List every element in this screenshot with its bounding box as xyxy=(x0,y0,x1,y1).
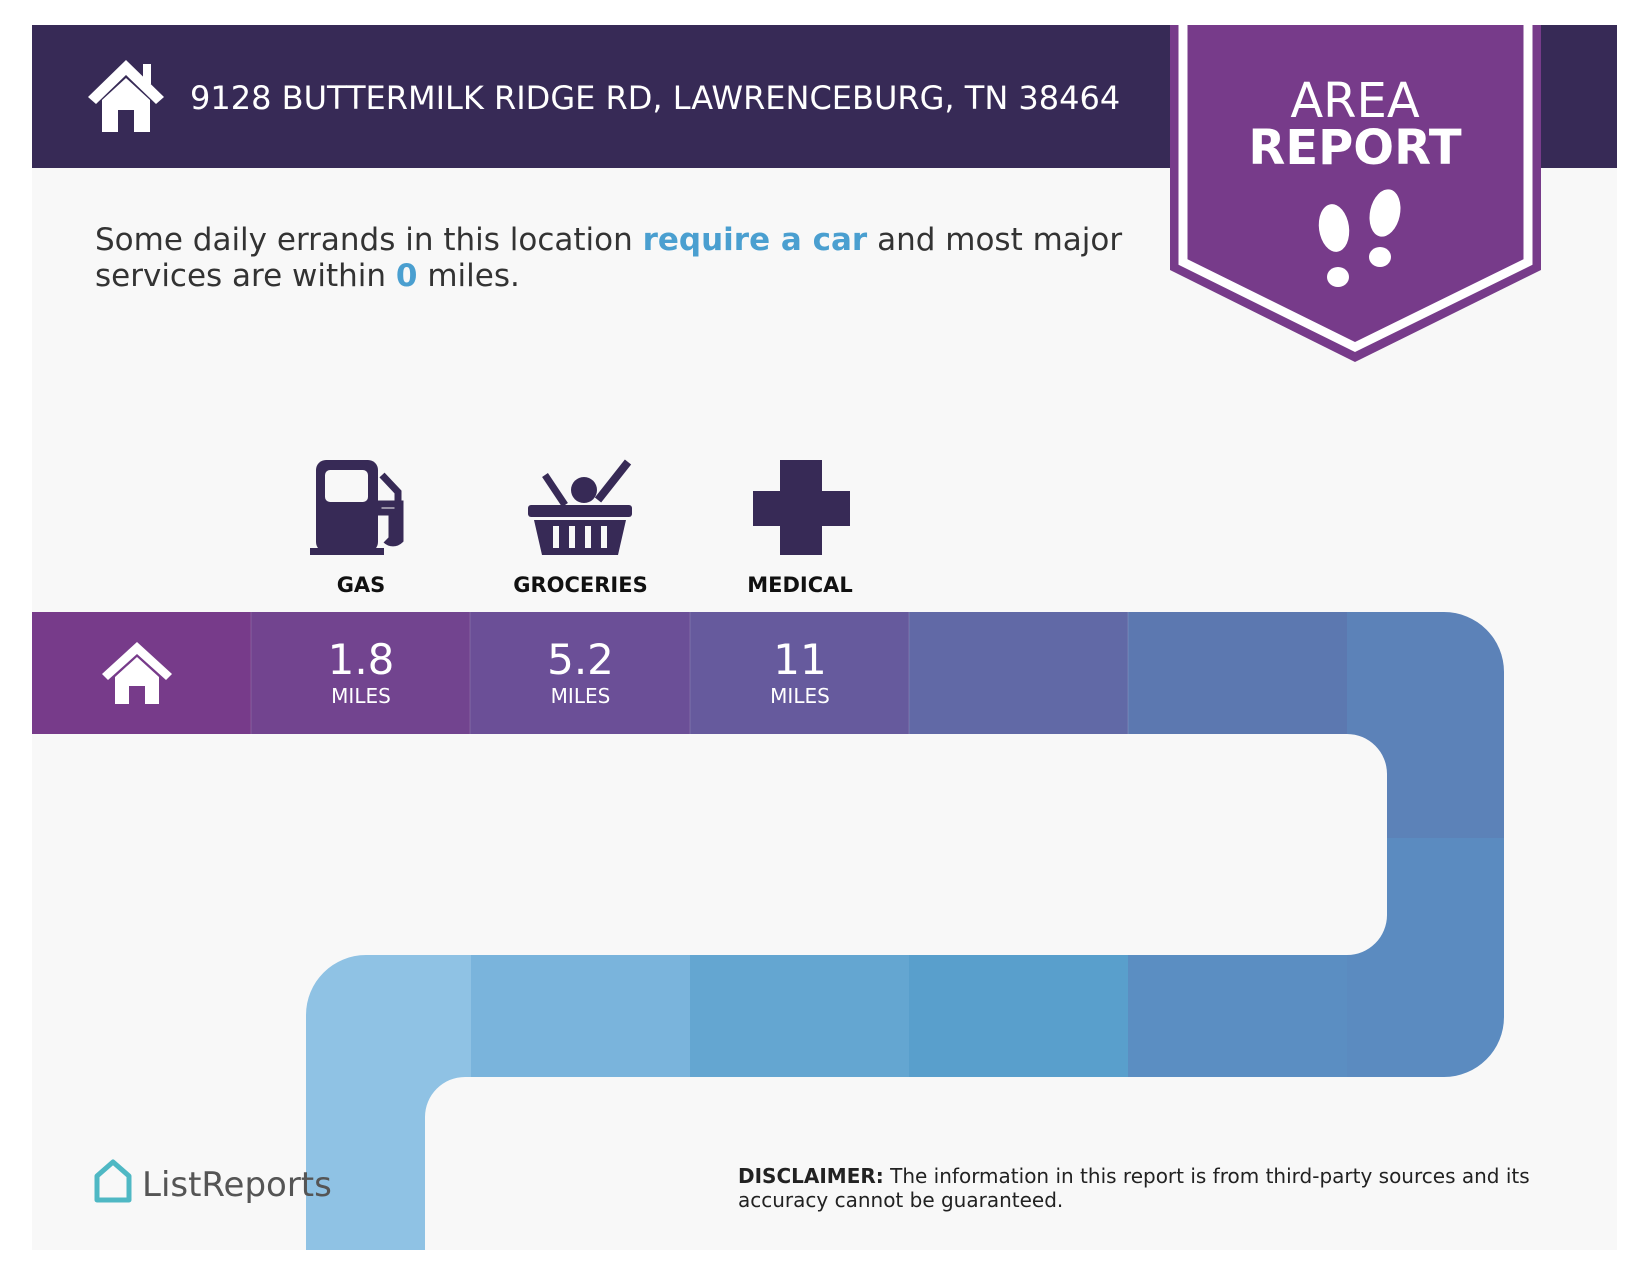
service-unit: MILES xyxy=(770,684,830,708)
summary-highlight: 0 xyxy=(396,258,418,294)
service-label: MEDICAL xyxy=(747,573,853,597)
groceries-icon xyxy=(528,459,632,555)
logo: ListReports xyxy=(94,1159,332,1205)
badge: AREA REPORT xyxy=(1170,25,1541,362)
address: 9128 BUTTERMILK RIDGE RD, LAWRENCEBURG, … xyxy=(190,79,1120,117)
service-label: GROCERIES xyxy=(513,573,647,597)
gas-icon xyxy=(310,460,404,555)
disclaimer-label: DISCLAIMER: xyxy=(738,1164,884,1188)
disclaimer-line: DISCLAIMER: The information in this repo… xyxy=(738,1164,1530,1188)
summary-line: Some daily errands in this location requ… xyxy=(95,222,1122,258)
disclaimer-text: The information in this report is from t… xyxy=(889,1164,1530,1188)
disclaimer-line: accuracy cannot be guaranteed. xyxy=(738,1188,1063,1212)
summary-line: services are within 0 miles. xyxy=(95,258,520,294)
service-unit: MILES xyxy=(331,684,391,708)
summary-text: and most major xyxy=(867,222,1122,258)
badge-line: AREA xyxy=(1290,73,1420,129)
band-home-icon xyxy=(102,642,172,704)
service-distance: 11 xyxy=(773,635,826,684)
summary-text: Some daily errands in this location xyxy=(95,222,643,258)
summary-highlight: require a car xyxy=(643,222,868,258)
service-label: GAS xyxy=(337,573,386,597)
medical-icon xyxy=(753,460,850,555)
logo-text: ListReports xyxy=(142,1165,332,1205)
service-distance: 1.8 xyxy=(328,635,395,684)
summary-text: services are within xyxy=(95,258,396,294)
badge-line: REPORT xyxy=(1248,120,1462,176)
service-distance: 5.2 xyxy=(547,635,614,684)
service-unit: MILES xyxy=(551,684,611,708)
home-icon xyxy=(88,60,164,132)
summary-text: miles. xyxy=(418,258,520,294)
